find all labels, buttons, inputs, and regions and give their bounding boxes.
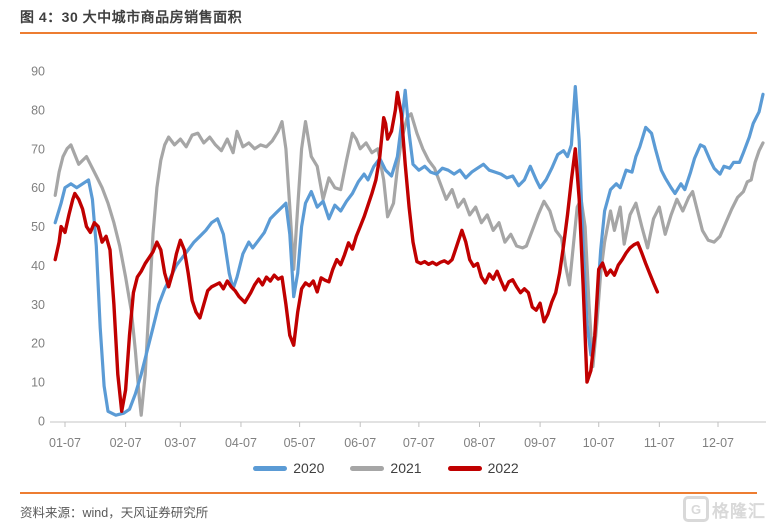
legend-swatch-2021: [350, 465, 385, 471]
y-tick-label: 30: [31, 298, 45, 312]
footer-divider: [20, 492, 757, 494]
series-line-2020: [53, 84, 765, 417]
x-tick-label: 07-07: [403, 436, 435, 450]
gelonghui-watermark: G 格隆汇: [683, 496, 766, 522]
legend-swatch-2020: [253, 465, 288, 471]
legend-label-2020: 2020: [293, 460, 325, 476]
y-tick-label: 20: [31, 337, 45, 351]
gelonghui-logo-icon: G: [683, 496, 709, 522]
y-tick-label: 80: [31, 103, 45, 117]
title-divider: [20, 32, 757, 34]
legend-label-2021: 2021: [390, 460, 422, 476]
y-tick-label: 90: [31, 65, 45, 79]
chart-legend: 2020 2021 2022: [0, 458, 772, 478]
x-tick-label: 04-07: [225, 436, 257, 450]
chart-title: 图 4：30 大中城市商品房销售面积: [20, 9, 243, 25]
x-tick-label: 02-07: [110, 436, 142, 450]
y-tick-label: 70: [31, 142, 45, 156]
source-note: 资料来源：wind，天风证券研究所: [20, 506, 209, 520]
y-tick-label: 0: [38, 415, 45, 429]
legend-item-2022: 2022: [447, 460, 519, 476]
y-tick-label: 10: [31, 376, 45, 390]
x-tick-label: 10-07: [583, 436, 615, 450]
y-tick-label: 50: [31, 220, 45, 234]
y-tick-label: 40: [31, 259, 45, 273]
legend-swatch-2022: [447, 465, 482, 471]
x-tick-label: 01-07: [49, 436, 81, 450]
series-line-2021: [53, 112, 765, 417]
series-line-2022: [53, 90, 660, 413]
legend-item-2020: 2020: [253, 460, 324, 476]
legend-item-2021: 2021: [350, 460, 422, 476]
x-tick-label: 11-07: [644, 436, 675, 450]
x-tick-label: 06-07: [344, 436, 376, 450]
x-tick-label: 08-07: [463, 436, 495, 450]
x-tick-label: 12-07: [702, 436, 734, 450]
y-tick-label: 60: [31, 181, 45, 195]
x-tick-label: 03-07: [164, 436, 196, 450]
x-tick-label: 05-07: [284, 436, 316, 450]
legend-label-2022: 2022: [487, 460, 519, 476]
watermark-text: 格隆汇: [712, 501, 766, 521]
x-tick-label: 09-07: [524, 436, 556, 450]
